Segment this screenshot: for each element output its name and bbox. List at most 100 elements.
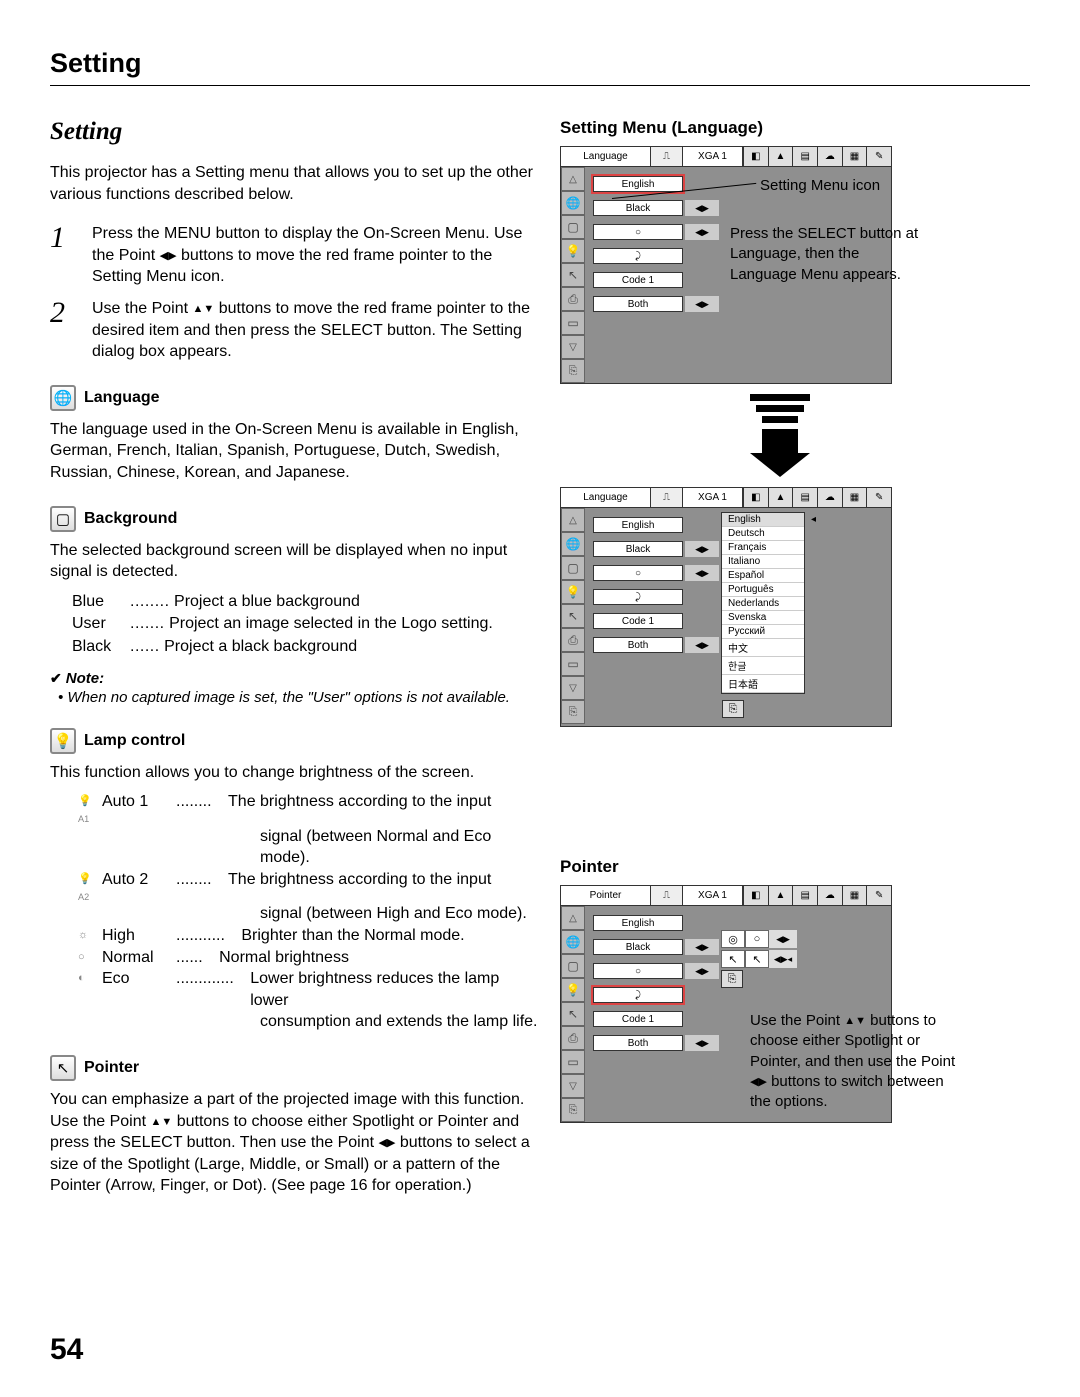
osd-xga-label: XGA 1 (683, 488, 743, 507)
lr-arrows-icon: ◀▶ (685, 565, 719, 581)
list-item: English (722, 513, 804, 527)
pointer-option: ↖ (745, 950, 769, 968)
step-2: 2 Use the Point ▲▼ buttons to move the r… (50, 298, 540, 363)
point-lr-icon: ◀▶ (160, 250, 177, 262)
bulb-normal-icon: ○ (78, 947, 96, 969)
exit-icon (561, 1098, 585, 1122)
osd-xga-label: XGA 1 (683, 147, 743, 166)
scroll-up-icon (561, 906, 585, 930)
osd-value: Code 1 (593, 613, 683, 629)
remote-icon: ⎙ (561, 287, 585, 311)
callout-pointer: Use the Point ▲▼ buttons to choose eithe… (750, 1011, 960, 1112)
lamp-icon: 💡 (561, 978, 585, 1002)
osd-value: ⤸ (593, 987, 683, 1003)
signal-icon: ⎍ (651, 147, 683, 166)
pointer-screenshot-title: Pointer (560, 857, 1000, 877)
arrow-stack-icon (750, 394, 810, 423)
lamp-icon: 💡 (561, 580, 585, 604)
scroll-up-icon (561, 167, 585, 191)
exit-icon (561, 359, 585, 383)
bulb-high-icon: ☼ (78, 925, 96, 947)
signal-icon: ⎍ (651, 886, 683, 905)
osd-value: Both (593, 1035, 683, 1051)
lr-arrows-icon: ◀▶ (685, 200, 719, 216)
pointer-icon: ↖ (50, 1055, 76, 1081)
osd-value: ○ (593, 224, 683, 240)
lr-arrows-icon: ◀▶ (685, 224, 719, 240)
osd-value: Black (593, 541, 683, 557)
note-label: Note: (50, 670, 540, 687)
lamp-icon: 💡 (561, 239, 585, 263)
callout-press-select: Press the SELECT button at Language, the… (730, 224, 930, 285)
scroll-down-icon (561, 676, 585, 700)
osd-toolbar-icons: ◧▲▤☁▦✎ (743, 147, 891, 166)
globe-icon: 🌐 (561, 930, 585, 954)
osd-value: Code 1 (593, 272, 683, 288)
remote-icon: ⎙ (561, 628, 585, 652)
step-text: Use the Point ▲▼ buttons to move the red… (92, 298, 540, 363)
list-item: Português (722, 583, 804, 597)
osd-tab-label: Pointer (561, 886, 651, 905)
background-options: Blue........ Project a blue background U… (50, 591, 540, 658)
osd-value: ⤸ (593, 589, 683, 605)
list-item: 日本語 (722, 675, 804, 693)
return-icon: ⎘ (722, 700, 744, 718)
osd-value: Both (593, 296, 683, 312)
scroll-down-icon (561, 1074, 585, 1098)
note-text: • When no captured image is set, the "Us… (58, 689, 540, 706)
background-body: The selected background screen will be d… (50, 540, 540, 583)
callout-setting-menu-icon: Setting Menu icon (760, 176, 930, 196)
bulb-eco-icon: ◐ (78, 968, 96, 1011)
scroll-up-icon (561, 508, 585, 532)
step-text: Press the MENU button to display the On-… (92, 223, 540, 288)
background-icon: ▢ (50, 506, 76, 532)
lr-arrows-icon: ◀▶ (685, 1035, 719, 1051)
lr-arrows-icon: ◀▶ (685, 541, 719, 557)
list-item: 中文 (722, 639, 804, 657)
list-item: Español (722, 569, 804, 583)
down-arrow-icon (750, 429, 810, 477)
spotlight-icon: ◎ (721, 930, 745, 948)
list-item: Deutsch (722, 527, 804, 541)
step-number: 2 (50, 298, 74, 363)
display-icon: ▭ (561, 652, 585, 676)
osd-value: Code 1 (593, 1011, 683, 1027)
pointer-icon: ↖ (561, 604, 585, 628)
osd-screenshot-2: Language ⎍ XGA 1 ◧▲▤☁▦✎ 🌐 ▢ 💡 ↖ ⎙ ▭ (560, 487, 892, 727)
page-header: Setting (50, 48, 1030, 79)
osd-value: English (593, 517, 683, 533)
section-title: Setting (50, 118, 540, 146)
page-number: 54 (50, 1333, 83, 1367)
osd-value: English (593, 915, 683, 931)
osd-value: ⤸ (593, 248, 683, 264)
osd-value: ○ (593, 963, 683, 979)
setting-menu-language-title: Setting Menu (Language) (560, 118, 1000, 138)
point-ud-icon: ▲▼ (151, 1116, 173, 1128)
osd-toolbar-icons: ◧▲▤☁▦✎ (743, 488, 891, 507)
display-icon: ▭ (561, 311, 585, 335)
bulb-a2-icon: 💡A2 (78, 869, 96, 903)
spotlight-option: ○ (745, 930, 769, 948)
osd-xga-label: XGA 1 (683, 886, 743, 905)
background-heading: ▢ Background (50, 506, 540, 532)
background-icon: ▢ (561, 215, 585, 239)
osd-value: Both (593, 637, 683, 653)
list-item: Русский (722, 625, 804, 639)
osd-value: Black (593, 200, 683, 216)
osd-value: ○ (593, 565, 683, 581)
intro-text: This projector has a Setting menu that a… (50, 162, 540, 205)
lamp-modes: 💡A1Auto 1........ The brightness accordi… (50, 791, 540, 1033)
pointer-heading: ↖ Pointer (50, 1055, 540, 1081)
list-item: Italiano (722, 555, 804, 569)
background-icon: ▢ (561, 954, 585, 978)
pointer-body: You can emphasize a part of the projecte… (50, 1089, 540, 1197)
lr-arrows-icon: ◀▶◂ (769, 950, 797, 968)
language-dropdown: English Deutsch Français Italiano Españo… (721, 512, 805, 694)
osd-tab-label: Language (561, 147, 651, 166)
scroll-down-icon (561, 335, 585, 359)
return-icon: ⎘ (721, 970, 743, 988)
step-1: 1 Press the MENU button to display the O… (50, 223, 540, 288)
list-item: Svenska (722, 611, 804, 625)
exit-icon (561, 700, 585, 724)
list-item: 한글 (722, 657, 804, 675)
